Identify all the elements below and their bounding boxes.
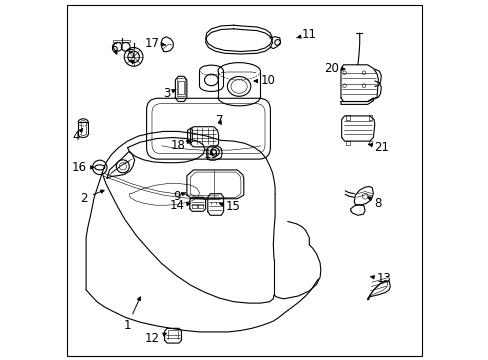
- Text: 6: 6: [110, 42, 118, 55]
- Text: 9: 9: [173, 190, 185, 203]
- Text: 18: 18: [170, 139, 190, 152]
- Text: 2: 2: [80, 190, 104, 204]
- Text: 17: 17: [144, 37, 165, 50]
- Text: 3: 3: [163, 87, 176, 100]
- Text: 19: 19: [203, 148, 219, 161]
- Text: 8: 8: [367, 197, 381, 210]
- Text: 7: 7: [215, 114, 223, 127]
- Text: 15: 15: [219, 201, 240, 213]
- Text: 11: 11: [296, 28, 316, 41]
- Text: 21: 21: [368, 141, 388, 154]
- Text: 5: 5: [127, 48, 135, 64]
- Text: 20: 20: [323, 62, 345, 75]
- Text: 14: 14: [169, 199, 190, 212]
- Text: 4: 4: [72, 129, 82, 143]
- Text: 10: 10: [254, 75, 275, 87]
- Text: 13: 13: [370, 273, 391, 285]
- Text: 1: 1: [123, 297, 140, 332]
- Text: 12: 12: [144, 332, 166, 345]
- Text: 16: 16: [72, 161, 94, 174]
